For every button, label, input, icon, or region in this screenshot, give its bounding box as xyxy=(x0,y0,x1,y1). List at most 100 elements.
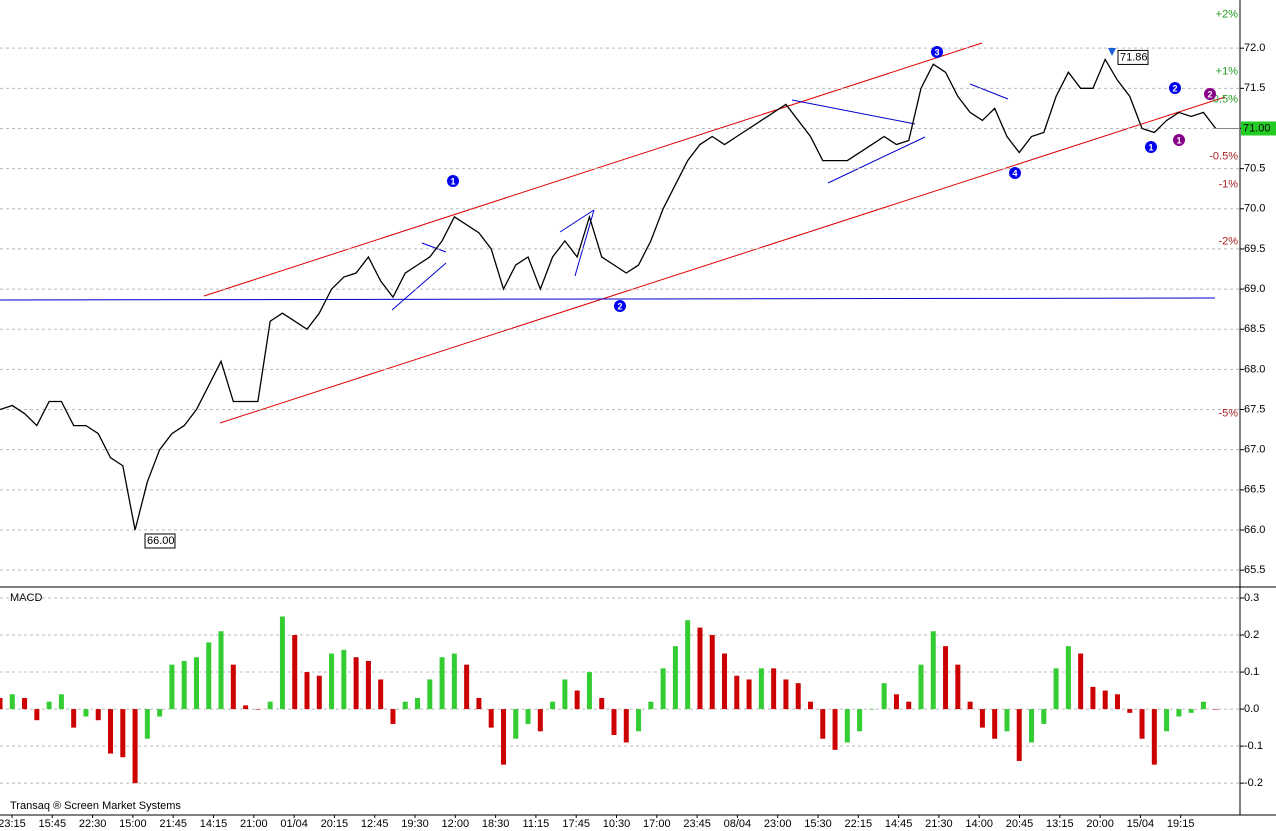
macd-bar xyxy=(267,701,273,710)
macd-bar xyxy=(1176,709,1182,717)
macd-bar xyxy=(1114,694,1120,710)
trend-line xyxy=(391,262,447,311)
x-tick-label: 13:15 xyxy=(1046,818,1074,830)
macd-bar xyxy=(353,657,359,710)
x-tick-label: 23:45 xyxy=(683,818,711,830)
macd-bar xyxy=(218,631,224,710)
macd-bar xyxy=(893,694,899,710)
macd-bar xyxy=(734,675,740,710)
macd-bar xyxy=(918,664,924,710)
macd-bar xyxy=(660,668,666,710)
channel-upper xyxy=(203,42,983,297)
macd-bar xyxy=(869,709,875,710)
macd-bar xyxy=(844,709,850,743)
last-price-box xyxy=(1241,121,1276,136)
y-tick-label: -0.1 xyxy=(1244,740,1263,752)
pct-label: +2% xyxy=(1216,8,1239,20)
x-tick-label: 22:15 xyxy=(845,818,873,830)
pct-label: 0.5% xyxy=(1213,93,1238,105)
macd-bar xyxy=(623,709,629,743)
wave-marker xyxy=(1173,134,1185,146)
macd-bar xyxy=(415,697,421,710)
macd-bar xyxy=(255,709,261,710)
macd-bar xyxy=(169,664,175,710)
macd-bar xyxy=(439,657,445,710)
x-tick-label: 21:30 xyxy=(925,818,953,830)
macd-bar xyxy=(1200,701,1206,710)
macd-bar xyxy=(930,631,936,710)
x-tick-label: 21:45 xyxy=(159,818,187,830)
annotation-box xyxy=(144,533,176,549)
macd-bar xyxy=(427,679,433,710)
macd-bar xyxy=(771,668,777,710)
macd-bar xyxy=(390,709,396,724)
macd-bar xyxy=(599,697,605,710)
macd-bar xyxy=(1065,646,1071,710)
x-tick-label: 15:30 xyxy=(804,818,832,830)
macd-bar xyxy=(1164,709,1170,732)
macd-bar xyxy=(329,653,335,710)
y-tick-label: 0.2 xyxy=(1244,629,1259,641)
x-tick-label: 14:00 xyxy=(965,818,993,830)
macd-bar xyxy=(58,694,64,710)
macd-bar xyxy=(206,642,212,710)
trend-line xyxy=(559,209,595,233)
macd-bar xyxy=(230,664,236,710)
pct-label: +1% xyxy=(1216,65,1239,77)
macd-bar xyxy=(525,709,531,724)
y-tick-label: -0.2 xyxy=(1244,777,1263,789)
y-tick-label: 66.5 xyxy=(1244,484,1265,496)
macd-bar xyxy=(513,709,519,739)
pct-label: -1% xyxy=(1218,179,1238,191)
y-tick-label: 70.5 xyxy=(1244,163,1265,175)
annotation-box xyxy=(1117,49,1149,65)
macd-bar xyxy=(943,646,949,710)
macd-bar xyxy=(881,683,887,710)
macd-bar xyxy=(746,679,752,710)
y-tick-label: 0.1 xyxy=(1244,666,1259,678)
macd-bar xyxy=(857,709,863,732)
macd-bar xyxy=(611,709,617,736)
macd-bar xyxy=(1041,709,1047,724)
macd-bar xyxy=(181,660,187,710)
macd-bar xyxy=(697,627,703,710)
drawings xyxy=(0,42,1226,424)
x-tick-label: 17:00 xyxy=(643,818,671,830)
macd-bar xyxy=(783,679,789,710)
macd-bar xyxy=(500,709,506,765)
wave-label: 2 xyxy=(1172,83,1177,93)
support-line xyxy=(0,297,1216,301)
wave-label: 4 xyxy=(1012,168,1017,178)
macd-bar xyxy=(304,672,310,710)
x-tick-label: 19:30 xyxy=(401,818,429,830)
macd-bar xyxy=(243,705,249,710)
macd-bar xyxy=(672,646,678,710)
macd-bar xyxy=(537,709,543,732)
y-tick-label: 72.0 xyxy=(1244,42,1265,54)
macd-bar xyxy=(83,709,89,717)
wave-label: 3 xyxy=(934,47,939,57)
x-tick-label: 08/04 xyxy=(724,818,752,830)
macd-bar xyxy=(1102,690,1108,710)
x-tick-label: 18:30 xyxy=(482,818,510,830)
x-tick-label: 01/04 xyxy=(280,818,308,830)
macd-bar xyxy=(586,672,592,710)
x-tick-label: 10:30 xyxy=(603,818,631,830)
y-tick-label: 69.0 xyxy=(1244,283,1265,295)
pct-label: -2% xyxy=(1218,236,1238,248)
macd-bar xyxy=(279,616,285,710)
wave-marker xyxy=(447,175,459,187)
macd-bar xyxy=(9,694,15,710)
macd-bar xyxy=(95,709,101,721)
y-tick-label: 68.5 xyxy=(1244,323,1265,335)
x-tick-label: 12:45 xyxy=(361,818,389,830)
macd-bar xyxy=(341,649,347,710)
macd-bar xyxy=(22,697,28,710)
channel-lower xyxy=(219,96,1226,424)
y-tick-label: 70.0 xyxy=(1244,203,1265,215)
x-tick-label: 19:15 xyxy=(1167,818,1195,830)
macd-bar xyxy=(71,709,77,728)
macd-bar xyxy=(574,690,580,710)
x-tick-label: 22:30 xyxy=(79,818,107,830)
